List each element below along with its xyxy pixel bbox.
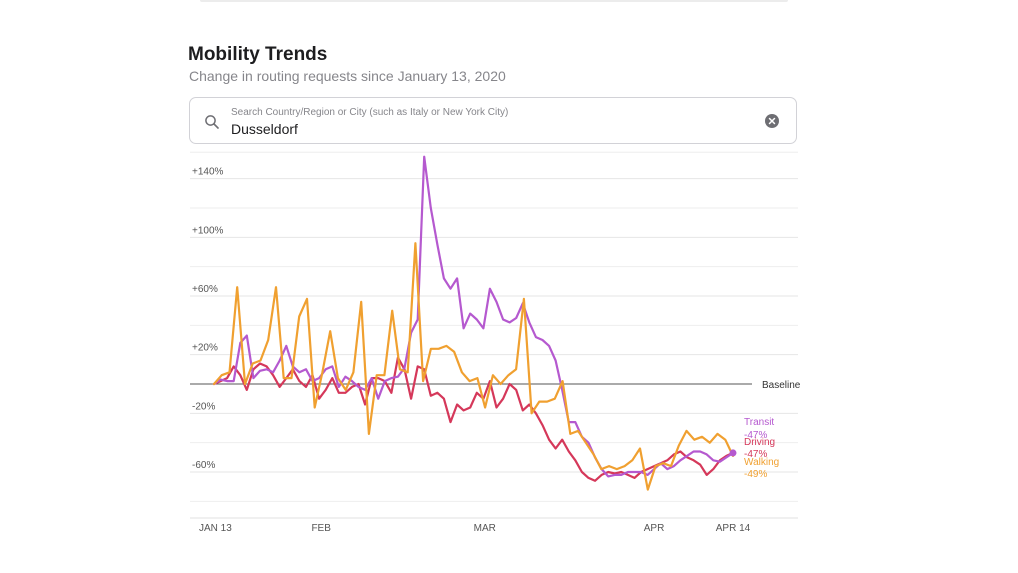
page-subtitle: Change in routing requests since January… [189,68,506,84]
y-tick-label: +140% [192,167,224,178]
y-tick-label: +100% [192,225,224,236]
page-title: Mobility Trends [188,44,328,65]
x-tick-label: APR 14 [716,523,751,534]
y-tick-label: +20% [192,343,218,354]
series-line-transit [212,155,735,478]
search-placeholder-label: Search Country/Region or City (such as I… [231,107,509,118]
series-value-transit: -47% [744,430,767,441]
series-label-walking: Walking [744,457,779,468]
close-icon [768,117,776,125]
clear-search-button[interactable] [765,114,779,128]
x-tick-label: APR [644,523,665,534]
search-input-value[interactable]: Dusseldorf [231,121,298,137]
x-tick-label: JAN 13 [199,523,232,534]
x-tick-label: FEB [311,523,331,534]
series-value-walking: -49% [744,469,767,480]
series-line-driving [212,356,735,482]
baseline-label: Baseline [762,380,801,391]
y-tick-label: +60% [192,284,218,295]
y-tick-label: -20% [192,401,215,412]
series-label-driving: Driving [744,437,775,448]
series-value-driving: -47% [744,449,767,460]
x-tick-label: MAR [474,523,496,534]
series-line-walking [212,242,735,491]
search-field[interactable]: Search Country/Region or City (such as I… [189,97,797,144]
search-icon [204,114,220,130]
top-divider [200,0,788,2]
end-point-marker [729,449,737,457]
series-label-transit: Transit [744,417,774,428]
y-tick-label: -60% [192,460,215,471]
